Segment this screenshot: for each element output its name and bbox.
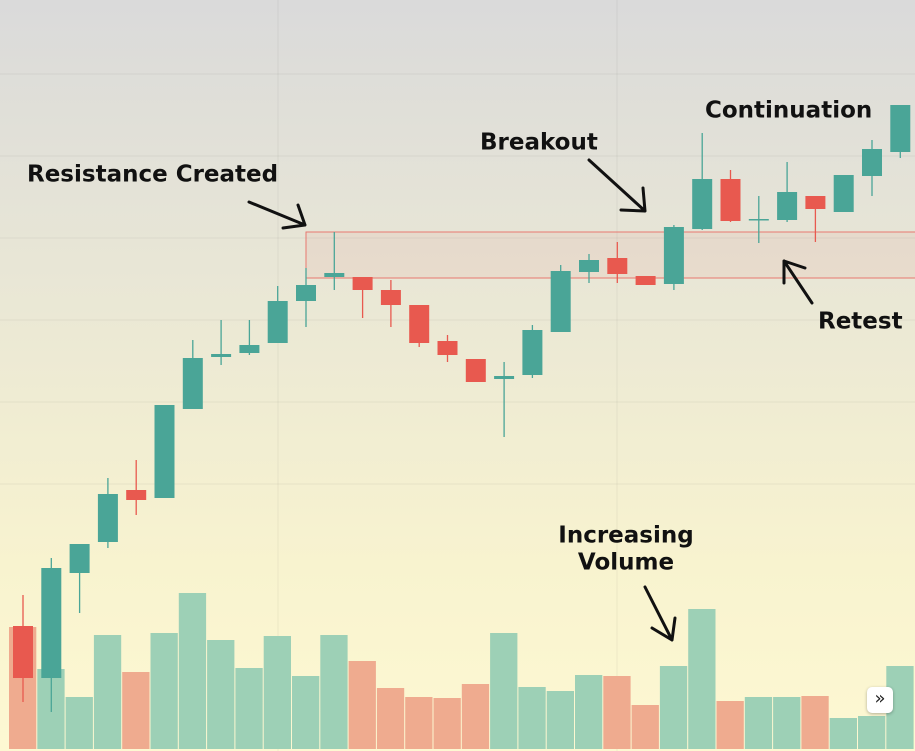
annotation: Retest xyxy=(818,309,903,335)
candle-body xyxy=(720,179,741,221)
volume-bar xyxy=(773,697,801,749)
annotation: Volume xyxy=(578,550,674,576)
candle-body xyxy=(777,192,798,220)
candle-body xyxy=(550,271,571,332)
volume-bar xyxy=(659,666,688,749)
volume-bar xyxy=(65,697,93,749)
annotation: Continuation xyxy=(705,98,872,124)
candle-body xyxy=(748,219,769,221)
annotation-layer: Resistance Created Breakout Continuation Re… xyxy=(27,98,903,576)
volume-bar xyxy=(292,676,320,749)
volume-bar xyxy=(688,609,716,749)
candle-body xyxy=(522,330,543,375)
arrow xyxy=(587,158,647,213)
candle-body xyxy=(324,273,345,277)
volume-bar xyxy=(546,691,574,749)
arrow xyxy=(643,585,677,642)
candle-body xyxy=(890,105,911,152)
annotation: Resistance Created xyxy=(27,162,278,188)
candle-body xyxy=(296,285,316,301)
candle-body xyxy=(154,405,175,498)
candle-body xyxy=(267,301,288,343)
volume-bar xyxy=(207,640,235,749)
arrows xyxy=(247,158,814,642)
candle-body xyxy=(13,626,33,678)
volume-bar xyxy=(716,701,744,749)
volume-bar xyxy=(178,593,207,749)
volume-bar xyxy=(490,633,518,749)
candle-body xyxy=(635,276,656,285)
candle-body xyxy=(239,345,260,353)
candle-body xyxy=(579,260,599,272)
candle-body xyxy=(692,179,713,229)
arrow xyxy=(247,200,307,230)
candle-body xyxy=(862,149,882,176)
volume-bar xyxy=(829,718,857,749)
volume-bar xyxy=(122,672,150,749)
volume-bar xyxy=(801,696,829,749)
volume-bar xyxy=(518,687,546,749)
volume-bar xyxy=(93,635,122,749)
arrow xyxy=(782,259,814,305)
candle-body xyxy=(211,354,232,357)
candle-body xyxy=(97,494,118,542)
volume-bar xyxy=(235,668,263,749)
volume-bar xyxy=(631,705,659,749)
scroll-button[interactable]: » xyxy=(867,687,893,713)
volume-bar xyxy=(858,716,886,749)
candle-body xyxy=(41,568,62,678)
candle-body xyxy=(465,359,486,382)
candle-body xyxy=(663,227,684,284)
candle-body xyxy=(494,376,515,379)
volume-bar xyxy=(320,635,348,749)
volume-bar xyxy=(348,661,376,749)
candle-body xyxy=(437,341,458,355)
volume-layer xyxy=(9,593,914,749)
candle-body xyxy=(182,358,203,409)
volume-bar xyxy=(433,698,461,749)
candle-body xyxy=(69,544,90,573)
volume-bar xyxy=(575,675,603,749)
volume-bar xyxy=(603,676,631,749)
candle-body xyxy=(380,290,401,305)
volume-bar xyxy=(405,697,433,749)
annotation: Increasing xyxy=(558,523,693,549)
candle-body xyxy=(126,490,147,500)
volume-bar xyxy=(263,636,291,749)
candle-body xyxy=(805,196,826,209)
volume-bar xyxy=(150,633,178,749)
candle-layer xyxy=(13,105,911,712)
volume-bar xyxy=(376,688,405,749)
candle-body xyxy=(833,175,854,212)
candle-body xyxy=(409,305,430,343)
volume-bar xyxy=(461,684,490,749)
candle-body xyxy=(352,277,373,290)
candle-body xyxy=(607,258,628,274)
annotation: Breakout xyxy=(480,130,598,156)
volume-bar xyxy=(744,697,773,749)
